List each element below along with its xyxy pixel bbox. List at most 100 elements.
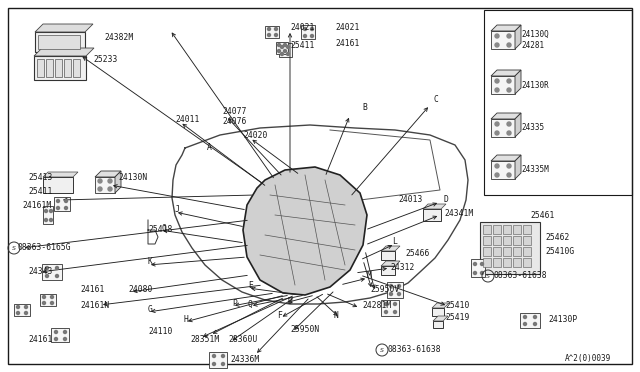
Polygon shape bbox=[491, 25, 521, 31]
Circle shape bbox=[507, 43, 511, 47]
Circle shape bbox=[280, 45, 284, 48]
Polygon shape bbox=[35, 24, 93, 32]
Circle shape bbox=[56, 275, 58, 278]
Circle shape bbox=[212, 355, 216, 357]
Circle shape bbox=[108, 187, 112, 191]
Bar bbox=[523, 258, 531, 267]
Bar bbox=[491, 161, 515, 179]
Circle shape bbox=[56, 206, 60, 209]
Circle shape bbox=[24, 305, 28, 308]
Text: 24020: 24020 bbox=[243, 131, 268, 140]
Text: 24130N: 24130N bbox=[118, 173, 147, 183]
Polygon shape bbox=[43, 172, 78, 177]
Text: B: B bbox=[362, 103, 367, 112]
Circle shape bbox=[45, 209, 47, 212]
Text: C: C bbox=[433, 96, 438, 105]
Text: E: E bbox=[248, 280, 253, 289]
Bar bbox=[37, 59, 44, 77]
Text: 24011: 24011 bbox=[175, 115, 200, 125]
Bar bbox=[503, 258, 511, 267]
Text: Q: Q bbox=[162, 224, 167, 232]
Circle shape bbox=[51, 301, 54, 305]
Circle shape bbox=[495, 173, 499, 177]
Circle shape bbox=[495, 79, 499, 83]
Circle shape bbox=[63, 337, 67, 340]
Bar bbox=[493, 236, 501, 245]
Circle shape bbox=[397, 285, 401, 288]
Text: 25419: 25419 bbox=[445, 314, 469, 323]
Polygon shape bbox=[381, 246, 400, 251]
Text: 25233: 25233 bbox=[93, 55, 117, 64]
Circle shape bbox=[56, 199, 60, 202]
Circle shape bbox=[495, 164, 499, 168]
Bar bbox=[491, 76, 515, 94]
Text: S: S bbox=[12, 246, 16, 250]
Circle shape bbox=[268, 33, 271, 36]
Text: M: M bbox=[367, 270, 372, 279]
Text: 24161: 24161 bbox=[335, 39, 360, 48]
Circle shape bbox=[534, 323, 536, 326]
Text: 25418: 25418 bbox=[148, 225, 172, 234]
Bar bbox=[387, 282, 403, 298]
Text: A: A bbox=[207, 144, 212, 153]
Bar bbox=[523, 247, 531, 256]
Circle shape bbox=[474, 272, 477, 275]
Bar bbox=[523, 236, 531, 245]
Bar bbox=[503, 247, 511, 256]
Circle shape bbox=[51, 295, 54, 298]
Circle shape bbox=[507, 122, 511, 126]
Circle shape bbox=[278, 49, 280, 52]
Circle shape bbox=[49, 218, 52, 221]
Text: D: D bbox=[288, 298, 293, 307]
Polygon shape bbox=[381, 261, 400, 266]
Circle shape bbox=[507, 131, 511, 135]
Text: 25410: 25410 bbox=[445, 301, 469, 310]
Circle shape bbox=[287, 52, 289, 55]
Text: 25411: 25411 bbox=[290, 42, 314, 51]
Bar bbox=[35, 32, 85, 52]
Bar bbox=[381, 300, 399, 316]
Text: J: J bbox=[175, 205, 180, 215]
Circle shape bbox=[390, 285, 392, 288]
Polygon shape bbox=[515, 70, 521, 94]
Text: 24312: 24312 bbox=[390, 263, 414, 272]
Text: 24341M: 24341M bbox=[444, 208, 473, 218]
Text: 28360U: 28360U bbox=[228, 336, 257, 344]
Text: A^2(0)0039: A^2(0)0039 bbox=[565, 353, 611, 362]
Bar bbox=[471, 259, 485, 277]
Circle shape bbox=[507, 164, 511, 168]
Circle shape bbox=[24, 311, 28, 314]
Bar bbox=[55, 59, 62, 77]
Text: 24336M: 24336M bbox=[230, 356, 259, 365]
Circle shape bbox=[303, 35, 307, 38]
Text: 24161M: 24161M bbox=[22, 202, 51, 211]
Bar bbox=[503, 236, 511, 245]
Circle shape bbox=[284, 49, 287, 52]
Bar bbox=[493, 247, 501, 256]
Text: 25411: 25411 bbox=[28, 187, 52, 196]
Circle shape bbox=[524, 315, 527, 318]
Text: 25413: 25413 bbox=[28, 173, 52, 183]
Text: H: H bbox=[183, 315, 188, 324]
Bar bbox=[432, 308, 444, 316]
Circle shape bbox=[45, 218, 47, 221]
Text: 24130Q
24281: 24130Q 24281 bbox=[521, 30, 548, 50]
Bar bbox=[73, 59, 80, 77]
Circle shape bbox=[54, 337, 58, 340]
Bar bbox=[503, 225, 511, 234]
Text: 24130R: 24130R bbox=[521, 80, 548, 90]
Bar bbox=[381, 266, 395, 275]
Circle shape bbox=[303, 28, 307, 31]
Circle shape bbox=[65, 206, 67, 209]
Bar bbox=[513, 247, 521, 256]
Bar bbox=[513, 236, 521, 245]
Polygon shape bbox=[433, 316, 448, 321]
Polygon shape bbox=[432, 303, 449, 308]
Text: F: F bbox=[277, 311, 282, 320]
Text: 24021: 24021 bbox=[335, 23, 360, 32]
Bar bbox=[520, 313, 540, 328]
Circle shape bbox=[507, 34, 511, 38]
Bar bbox=[279, 43, 292, 57]
Polygon shape bbox=[243, 167, 367, 295]
Text: 24335M: 24335M bbox=[521, 166, 548, 174]
